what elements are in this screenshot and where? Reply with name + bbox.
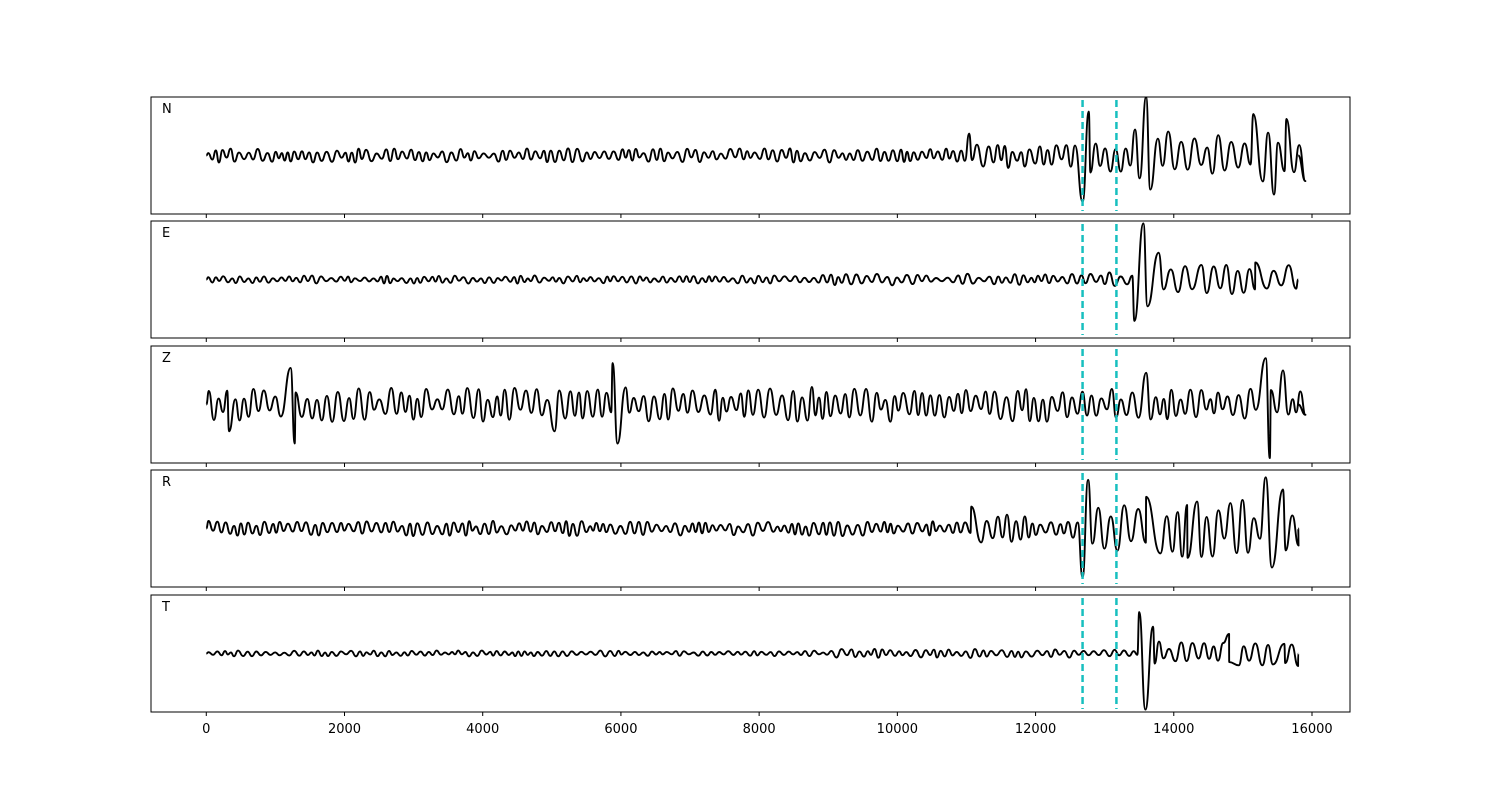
panel-frame [150, 220, 1351, 339]
panel-frame [150, 594, 1351, 713]
panel-frame [150, 345, 1351, 464]
panel-frame [150, 96, 1351, 215]
panel-n: N [150, 96, 1351, 218]
x-tick-label: 0 [202, 722, 210, 737]
x-tick-label: 2000 [328, 722, 361, 737]
x-tick-label: 6000 [604, 722, 637, 737]
panel-label-z: Z [162, 351, 171, 366]
x-tick-label: 14000 [1153, 722, 1194, 737]
panel-z: Z [150, 345, 1351, 467]
x-tick-label: 4000 [466, 722, 499, 737]
trace-r [205, 476, 1300, 579]
x-tick-label: 12000 [1015, 722, 1056, 737]
x-tick-label: 10000 [877, 722, 918, 737]
panel-t: T [150, 594, 1351, 716]
panel-label-e: E [162, 226, 170, 241]
x-tick-label: 16000 [1291, 722, 1332, 737]
panel-label-t: T [161, 600, 170, 615]
trace-n [205, 97, 1307, 203]
x-tick-label: 8000 [743, 722, 776, 737]
trace-z [205, 357, 1307, 460]
trace-e [205, 222, 1300, 322]
panel-label-n: N [162, 102, 172, 117]
panel-e: E [150, 220, 1351, 342]
panel-r: R [150, 469, 1351, 591]
x-axis: 0 2000 4000 6000 8000 10000 12000 14000 16000 [202, 722, 1333, 737]
panel-label-r: R [162, 475, 171, 490]
trace-t [206, 611, 1300, 711]
panels: N E Z R T [150, 96, 1351, 716]
panel-frame [150, 469, 1351, 588]
